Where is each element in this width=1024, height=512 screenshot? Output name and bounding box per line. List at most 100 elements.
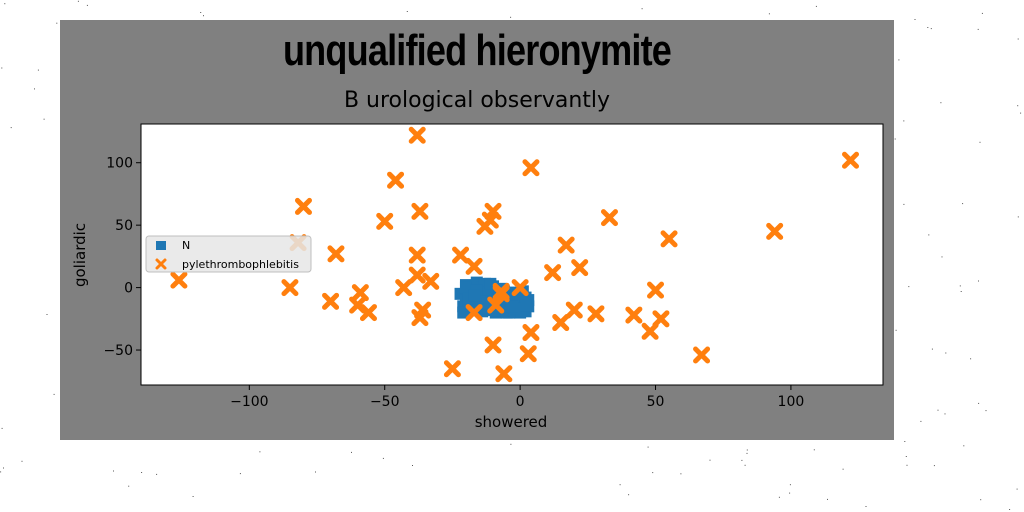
- point-pylethrombophlebitis: [294, 197, 312, 215]
- noise-dot: [77, 0, 79, 2]
- noise-dot: [1009, 509, 1011, 510]
- noise-dot: [930, 28, 932, 30]
- noise-dot: [43, 118, 45, 120]
- x-tick-label: 50: [647, 394, 665, 410]
- point-pylethrombophlebitis: [492, 285, 510, 303]
- ticks-layer: −100 −50 0 50 100 −50 0 50 100: [103, 156, 804, 410]
- marks-layer: [170, 126, 860, 383]
- noise-dot: [813, 449, 815, 451]
- noise-dot: [941, 256, 943, 258]
- noise-dot: [203, 15, 204, 17]
- noise-dot: [789, 484, 791, 486]
- point-pylethrombophlebitis: [495, 365, 513, 383]
- point-pylethrombophlebitis: [411, 202, 429, 220]
- noise-dot: [908, 286, 910, 288]
- point-pylethrombophlebitis: [281, 279, 299, 297]
- noise-dot: [920, 420, 922, 422]
- point-pylethrombophlebitis: [376, 212, 394, 230]
- noise-dot: [903, 120, 905, 122]
- point-pylethrombophlebitis: [552, 314, 570, 332]
- noise-dot: [980, 499, 982, 501]
- noise-dot: [744, 464, 746, 466]
- y-tick-label: −50: [103, 343, 133, 359]
- noise-dot: [927, 27, 929, 28]
- noise-dot: [86, 4, 88, 6]
- noise-dot: [894, 138, 896, 140]
- point-pylethrombophlebitis: [351, 284, 369, 302]
- point-pylethrombophlebitis: [465, 257, 483, 275]
- noise-dot: [113, 470, 114, 472]
- noise-dot: [259, 451, 261, 453]
- x-tick-label: −50: [370, 394, 400, 410]
- noise-dot: [981, 12, 983, 14]
- noise-dot: [928, 234, 930, 236]
- noise-dot: [4, 3, 6, 5]
- noise-dot: [351, 451, 352, 453]
- noise-dot: [962, 203, 964, 205]
- point-pylethrombophlebitis: [600, 209, 618, 227]
- noise-dot: [200, 12, 202, 13]
- y-axis-label: goliardic: [71, 223, 89, 287]
- noise-dot: [412, 465, 413, 466]
- noise-dot: [1017, 38, 1019, 40]
- noise-dot: [46, 314, 48, 315]
- noise-dot: [746, 452, 748, 454]
- noise-dot: [619, 484, 621, 486]
- point-pylethrombophlebitis: [327, 245, 345, 263]
- noise-dot: [959, 285, 961, 287]
- point-pylethrombophlebitis: [522, 159, 540, 177]
- noise-dot: [768, 13, 770, 15]
- legend-label-pylethrombophlebitis: pylethrombophlebitis: [182, 258, 299, 271]
- noise-dot: [680, 473, 682, 475]
- chart-title: unqualified hieronymite: [282, 26, 672, 75]
- noise-dot: [979, 141, 981, 143]
- noise-dot: [898, 59, 900, 61]
- noise-dot: [905, 456, 907, 457]
- legend-marker-n: [156, 241, 166, 250]
- noise-dot: [141, 472, 143, 473]
- noise-dot: [842, 468, 844, 470]
- noise-dot: [865, 506, 867, 507]
- noise-dot: [1, 67, 3, 69]
- noise-dot: [128, 485, 130, 487]
- point-pylethrombophlebitis: [484, 336, 502, 354]
- point-n: [506, 300, 518, 313]
- noise-dot: [778, 496, 780, 498]
- point-pylethrombophlebitis: [641, 322, 659, 340]
- point-pylethrombophlebitis: [452, 246, 470, 264]
- noise-dot: [156, 473, 158, 475]
- point-pylethrombophlebitis: [647, 281, 665, 299]
- point-pylethrombophlebitis: [481, 211, 499, 229]
- noise-dot: [652, 472, 654, 474]
- x-tick-label: 100: [778, 394, 805, 410]
- chart-figure: unqualified hieronymite B urological obs…: [60, 20, 894, 440]
- noise-dot: [382, 457, 384, 459]
- noise-dot: [1017, 105, 1019, 107]
- noise-dot: [510, 443, 512, 445]
- point-pylethrombophlebitis: [322, 292, 340, 310]
- noise-dot: [406, 11, 408, 12]
- noise-dot: [1016, 488, 1018, 490]
- noise-dot: [741, 459, 743, 461]
- point-pylethrombophlebitis: [557, 236, 575, 254]
- point-pylethrombophlebitis: [465, 304, 483, 322]
- noise-dot: [709, 459, 711, 461]
- point-pylethrombophlebitis: [511, 279, 529, 297]
- x-axis-label: showered: [475, 413, 548, 431]
- noise-dot: [56, 22, 58, 24]
- scatter-plot: −100 −50 0 50 100 −50 0 50 100 showered goliardi…: [71, 123, 884, 431]
- point-pylethrombophlebitis: [544, 264, 562, 282]
- noise-dot: [963, 445, 965, 447]
- noise-dot: [978, 280, 979, 282]
- noise-dot: [641, 8, 643, 10]
- point-pylethrombophlebitis: [422, 272, 440, 290]
- noise-dot: [914, 19, 916, 20]
- point-n: [519, 299, 532, 312]
- point-pylethrombophlebitis: [408, 246, 426, 264]
- point-pylethrombophlebitis: [842, 151, 860, 169]
- noise-dot: [985, 410, 987, 412]
- noise-dot: [931, 348, 933, 350]
- noise-dot: [315, 471, 316, 473]
- noise-dot: [944, 413, 946, 415]
- y-tick-label: 50: [115, 218, 133, 234]
